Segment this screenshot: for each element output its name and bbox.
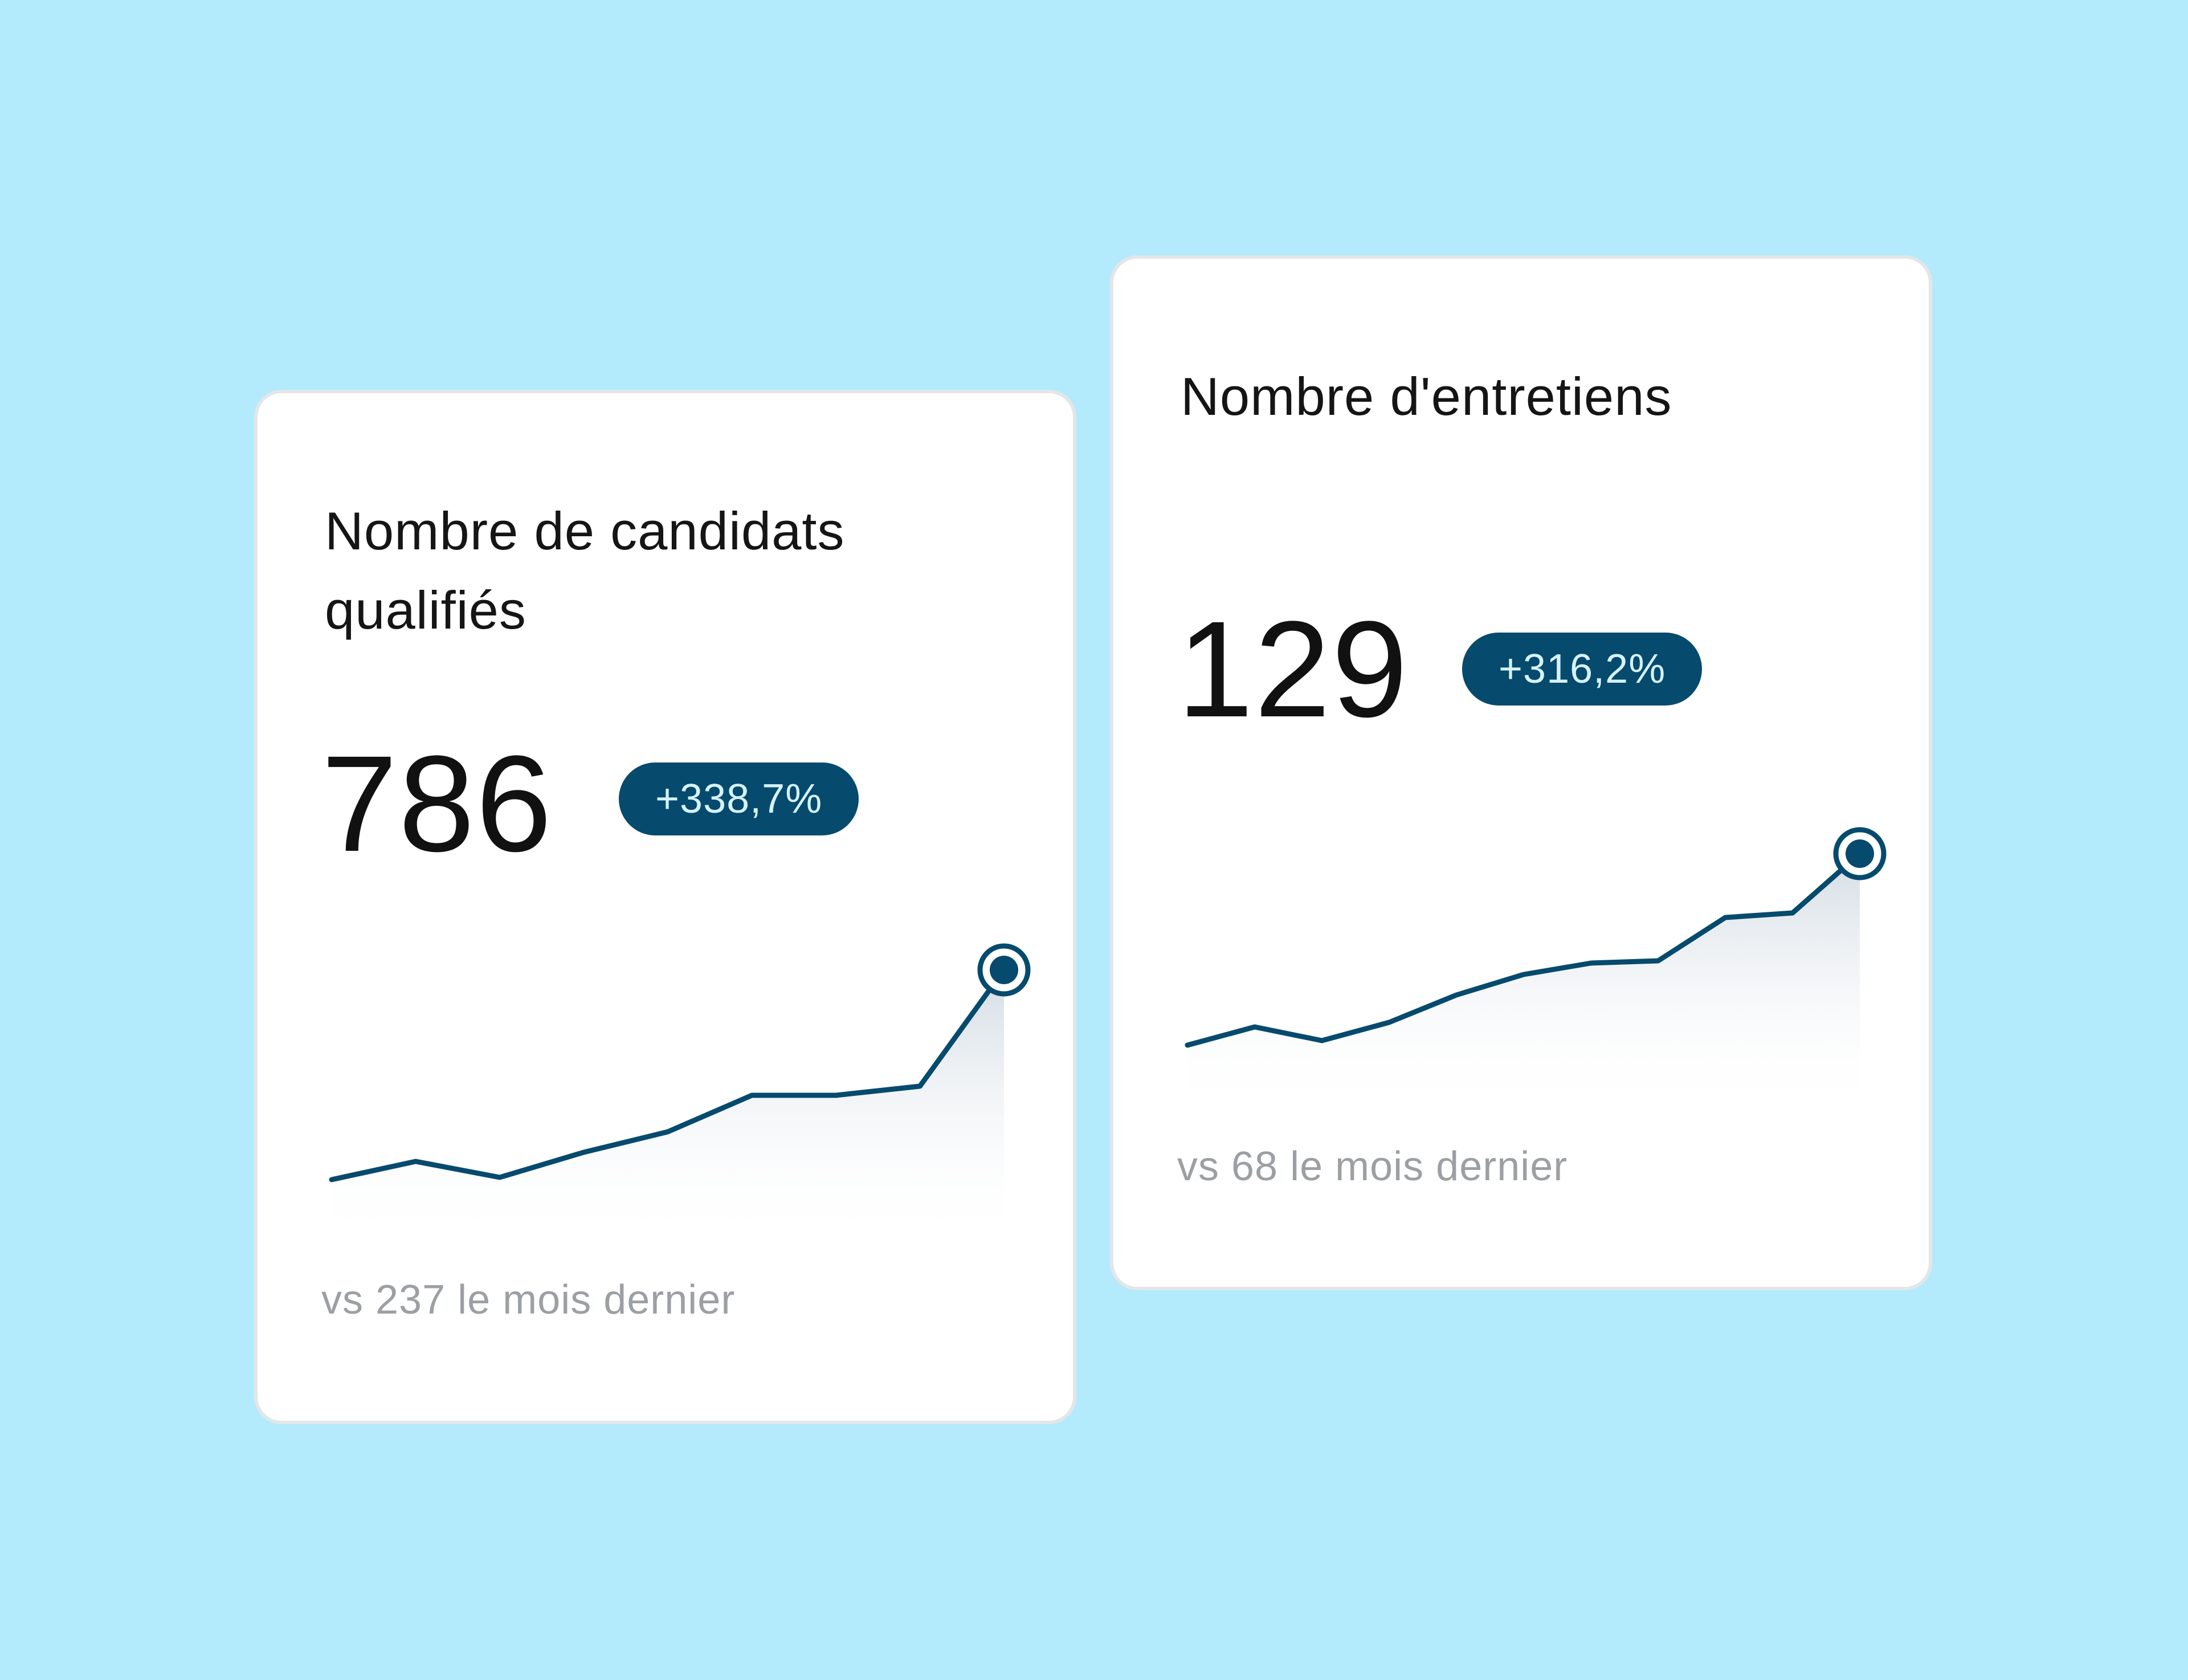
metric-value: 129 bbox=[1177, 593, 1409, 745]
sparkline-area bbox=[1187, 854, 1860, 1114]
sparkline-line bbox=[329, 967, 1007, 1182]
sparkline-chart bbox=[329, 943, 1031, 1248]
highlight-point bbox=[1846, 839, 1874, 868]
comparison-note: vs 68 le mois dernier bbox=[1177, 1144, 1568, 1189]
metric-value: 786 bbox=[321, 727, 553, 880]
sparkline-area bbox=[332, 970, 1004, 1248]
highlight-point bbox=[990, 956, 1018, 984]
change-badge: +316,2% bbox=[1462, 633, 1703, 706]
card-title: Nombre d'entretiens bbox=[1181, 366, 1672, 426]
sparkline-chart bbox=[1185, 827, 1887, 1114]
change-badge: +338,7% bbox=[619, 762, 859, 835]
metric-card-qualified-candidates: Nombre de candidats qualifiés 786 +338,7… bbox=[254, 390, 1076, 1424]
metric-card-interviews: Nombre d'entretiens 129 +316,2% vs 68 le… bbox=[1110, 255, 1932, 1290]
comparison-note: vs 237 le mois dernier bbox=[321, 1277, 736, 1323]
card-title: Nombre de candidats qualifiés bbox=[325, 501, 845, 640]
sparkline-line bbox=[1185, 851, 1863, 1048]
